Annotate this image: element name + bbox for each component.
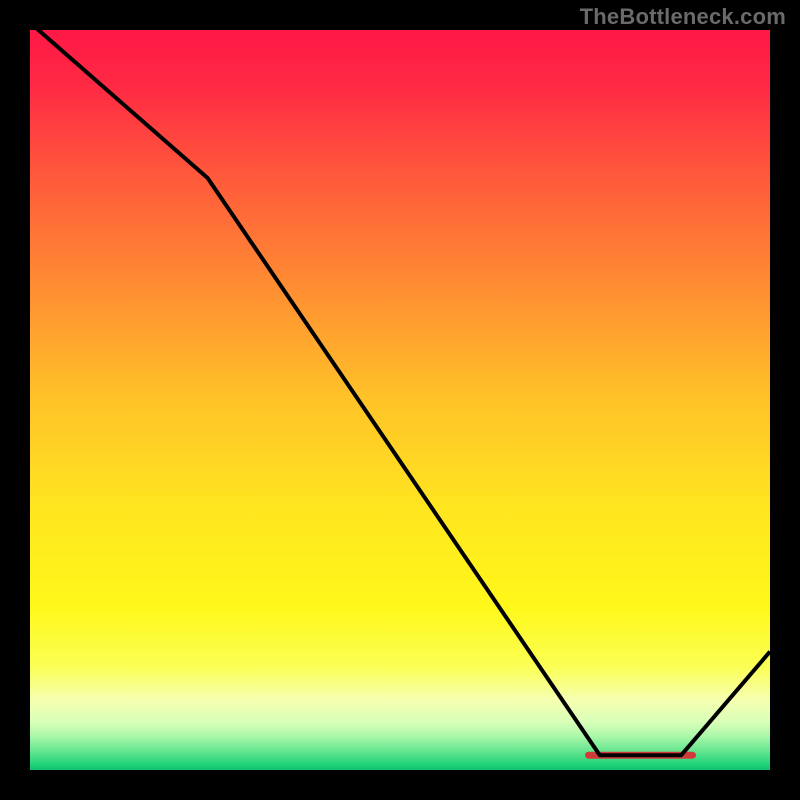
watermark-text: TheBottleneck.com — [580, 4, 786, 30]
gradient-background — [30, 30, 770, 770]
plot-area — [30, 23, 770, 770]
chart-canvas — [0, 0, 800, 800]
